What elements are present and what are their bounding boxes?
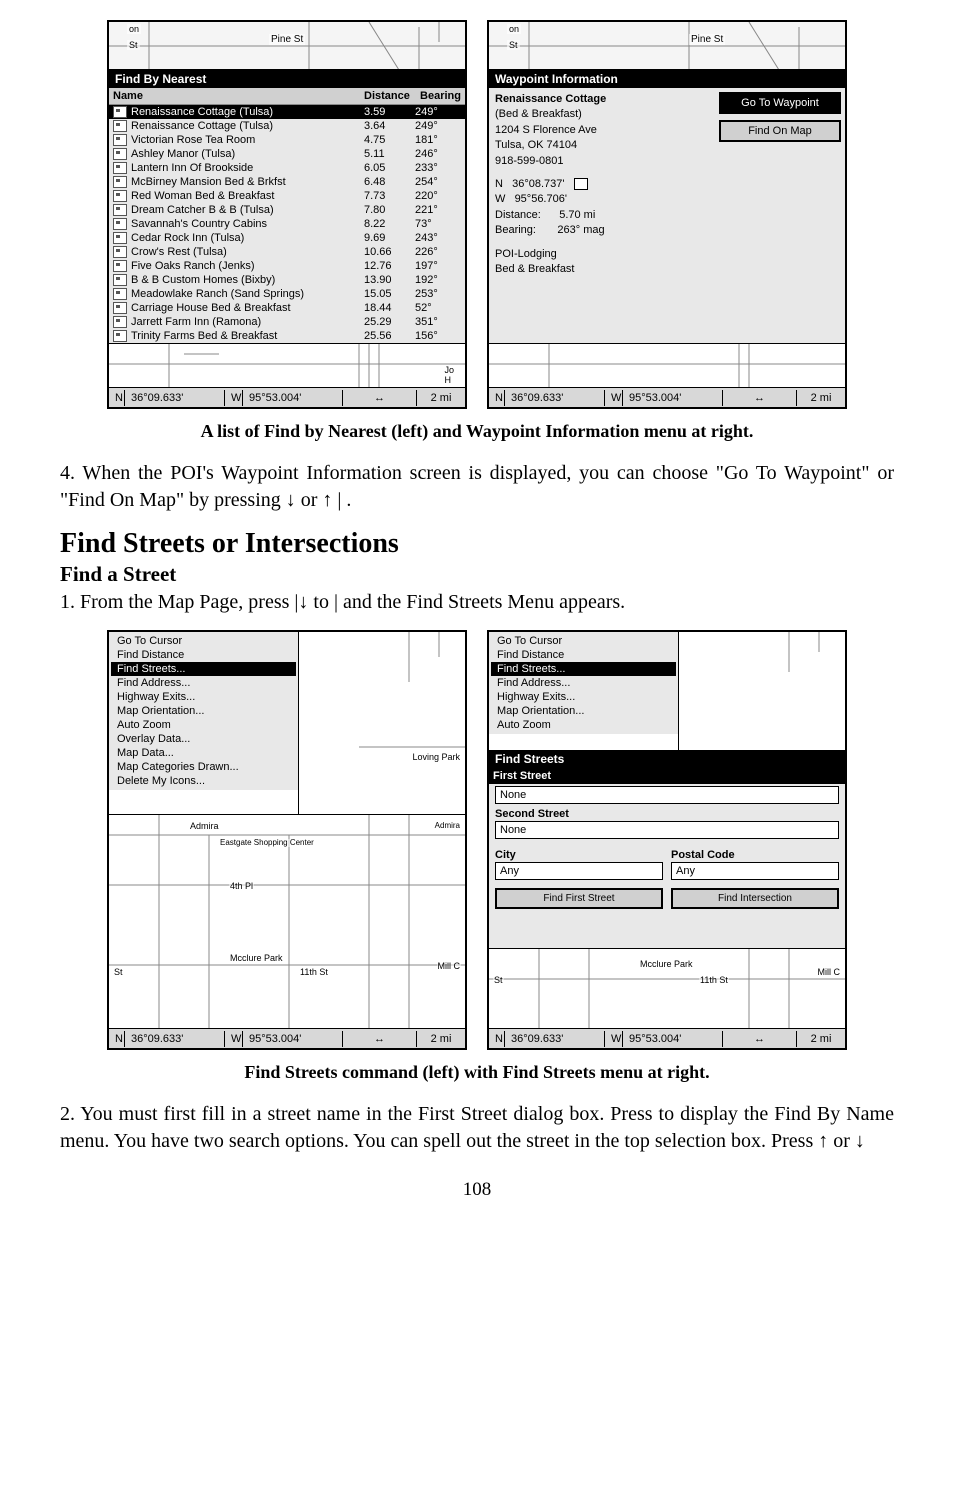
menu-item[interactable]: Delete My Icons... [111,774,296,788]
menu-item[interactable]: Go To Cursor [111,634,296,648]
poi-row[interactable]: Savannah's Country Cabins8.2273° [109,217,465,231]
pin-label-2: Pine St [689,34,725,45]
poi-icon [113,190,127,202]
paragraph-1: 1. From the Map Page, press |↓ to | and … [60,589,894,616]
second-street-label: Second Street [495,808,839,820]
find-intersection-button[interactable]: Find Intersection [671,888,839,909]
postal-field[interactable]: Any [671,862,839,880]
caption-1: A list of Find by Nearest (left) and Way… [67,421,887,442]
paragraph-2: 2. You must first fill in a street name … [60,1101,894,1155]
poi-row[interactable]: Red Woman Bed & Breakfast7.73220° [109,189,465,203]
menu-item[interactable]: Find Distance [111,648,296,662]
find-on-map-button[interactable]: Find On Map [719,120,841,142]
menu-item[interactable]: Find Streets... [491,662,676,676]
menu-item[interactable]: Map Orientation... [491,704,676,718]
heading-find-a-street: Find a Street [60,562,894,587]
poi-row[interactable]: Jarrett Farm Inn (Ramona)25.29351° [109,315,465,329]
first-street-label: First Street [489,768,845,784]
city-field[interactable]: Any [495,862,663,880]
menu-item[interactable]: Highway Exits... [111,690,296,704]
poi-icon [113,302,127,314]
status-bar-2: N 36°09.633' W 95°53.004' ↔ 2 mi [489,387,845,407]
find-nearest-header: Find By Nearest [109,70,465,88]
caption-2: Find Streets command (left) with Find St… [67,1062,887,1083]
status-bar: N 36°09.633' W 95°53.004' ↔ 2 mi [109,387,465,407]
poi-row[interactable]: Carriage House Bed & Breakfast18.4452° [109,301,465,315]
find-streets-command-screen: Go To CursorFind DistanceFind Streets...… [107,630,467,1050]
poi-icon [113,134,127,146]
poi-row[interactable]: Dream Catcher B & B (Tulsa)7.80221° [109,203,465,217]
poi-row[interactable]: Ashley Manor (Tulsa)5.11246° [109,147,465,161]
menu-item[interactable]: Map Data... [111,746,296,760]
menu-item[interactable]: Go To Cursor [491,634,676,648]
poi-icon [113,204,127,216]
poi-icon [113,148,127,160]
poi-row[interactable]: Five Oaks Ranch (Jenks)12.76197° [109,259,465,273]
menu-item[interactable]: Find Streets... [111,662,296,676]
menu-item[interactable]: Auto Zoom [491,718,676,732]
top-map-strip-2: Pine St on St [489,22,845,70]
bottom-map-strip: JoH [109,343,465,387]
poi-list-header: Name Distance Bearing [109,88,465,105]
poi-row[interactable]: McBirney Mansion Bed & Brkfst6.48254° [109,175,465,189]
map-page-menu-2[interactable]: Go To CursorFind DistanceFind Streets...… [489,632,678,734]
poi-row[interactable]: Renaissance Cottage (Tulsa)3.64249° [109,119,465,133]
menu-item[interactable]: Auto Zoom [111,718,296,732]
first-street-field[interactable]: None [495,786,839,804]
poi-row[interactable]: Trinity Farms Bed & Breakfast25.56156° [109,329,465,343]
poi-icon [113,260,127,272]
poi-icon [113,120,127,132]
map-page-menu[interactable]: Go To CursorFind DistanceFind Streets...… [109,632,298,790]
status-bar-3: N 36°09.633' W 95°53.004' ↔ 2 mi [109,1028,465,1048]
menu-item[interactable]: Map Categories Drawn... [111,760,296,774]
top-map-strip: Pine St on St [109,22,465,70]
waypoint-info-header: Waypoint Information [489,70,845,88]
page-number: 108 [60,1179,894,1201]
menu-item[interactable]: Map Orientation... [111,704,296,718]
poi-row[interactable]: B & B Custom Homes (Bixby)13.90192° [109,273,465,287]
poi-icon [113,162,127,174]
poi-icon [113,218,127,230]
mini-map-4: Mcclure Park 11th St Mill C St [489,948,845,1028]
poi-row[interactable]: Cedar Rock Inn (Tulsa)9.69243° [109,231,465,245]
go-to-waypoint-button[interactable]: Go To Waypoint [719,92,841,114]
find-streets-menu-screen: Go To CursorFind DistanceFind Streets...… [487,630,847,1050]
poi-row[interactable]: Crow's Rest (Tulsa)10.66226° [109,245,465,259]
find-first-street-button[interactable]: Find First Street [495,888,663,909]
poi-list[interactable]: Name Distance Bearing Renaissance Cottag… [109,88,465,343]
poi-icon [113,232,127,244]
menu-item[interactable]: Overlay Data... [111,732,296,746]
bottom-map-strip-2 [489,343,845,387]
find-by-nearest-screen: Pine St on St Find By Nearest Name Dista… [107,20,467,409]
map-snippet-right-2 [679,632,845,750]
mini-map-3: Admira Admira Eastgate Shopping Center 4… [109,814,465,1028]
poi-icon [113,316,127,328]
city-label: City [495,849,663,861]
paragraph-4: 4. When the POI's Waypoint Information s… [60,460,894,514]
poi-row[interactable]: Meadowlake Ranch (Sand Springs)15.05253° [109,287,465,301]
menu-item[interactable]: Find Address... [111,676,296,690]
pin-label: Pine St [269,34,305,45]
menu-item[interactable]: Find Address... [491,676,676,690]
poi-icon [113,106,127,118]
waypoint-info-screen: Pine St on St Waypoint Information Renai… [487,20,847,409]
find-streets-header: Find Streets [489,750,845,768]
poi-icon [113,330,127,342]
poi-row[interactable]: Lantern Inn Of Brookside6.05233° [109,161,465,175]
poi-icon [113,288,127,300]
heading-find-streets: Find Streets or Intersections [60,528,894,560]
status-bar-4: N 36°09.633' W 95°53.004' ↔ 2 mi [489,1028,845,1048]
poi-icon [113,274,127,286]
menu-item[interactable]: Find Distance [491,648,676,662]
second-street-field[interactable]: None [495,821,839,839]
poi-row[interactable]: Victorian Rose Tea Room4.75181° [109,133,465,147]
poi-icon [113,176,127,188]
waypoint-details: Renaissance Cottage (Bed & Breakfast) 12… [489,88,715,343]
poi-icon [113,246,127,258]
poi-row[interactable]: Renaissance Cottage (Tulsa)3.59249° [109,105,465,119]
map-snippet-right: Loving Park [299,632,465,814]
menu-item[interactable]: Highway Exits... [491,690,676,704]
postal-label: Postal Code [671,849,839,861]
waypoint-icon [574,178,588,190]
